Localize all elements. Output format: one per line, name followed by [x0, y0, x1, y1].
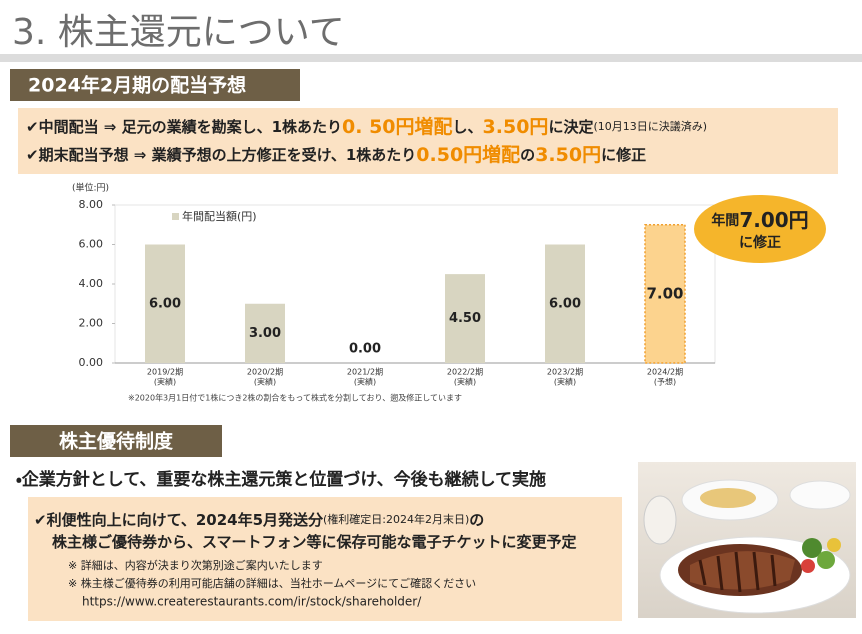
- section-heading: 2024年2月期の配当予想: [28, 74, 246, 97]
- footnote: ※2020年3月1日付で1株につき2株の割合をもって株式を分割しており、遡及修正…: [128, 393, 462, 403]
- x-tick-note: (実績): [454, 377, 476, 387]
- slide-title: 3. 株主還元について: [12, 12, 345, 53]
- bar: [445, 274, 485, 363]
- chart: (単位:円) ※2020年3月1日付で1株につき2株の割合をもって株式を分割して…: [72, 182, 716, 403]
- value-label: 0.00: [349, 342, 381, 357]
- text: ✔中間配当 ⇒ 足元の業績を勘案し、1株あたり: [26, 118, 342, 136]
- text: 7.00円: [739, 208, 808, 232]
- text: し、: [453, 118, 483, 136]
- x-tick-note: (予想): [654, 377, 676, 387]
- benefit-line: ✔利便性向上に向けて、2024年5月発送分(権利確定日:2024年2月末日)の: [34, 511, 484, 529]
- x-tick-note: (実績): [554, 377, 576, 387]
- text: ✔期末配当予想 ⇒ 業績予想の上方修正を受け、1株あたり: [26, 146, 416, 164]
- text: に決定: [548, 118, 593, 136]
- bar: [145, 244, 185, 363]
- url: https://www.createrestaurants.com/ir/sto…: [82, 595, 422, 609]
- section-heading-box: [10, 69, 300, 101]
- text: の: [520, 146, 535, 164]
- note: (権利確定日:2024年2月末日): [323, 512, 469, 526]
- legend-swatch: [172, 213, 179, 220]
- emphasis: 0.50円増配: [416, 143, 520, 166]
- note: (10月13日に決議済み): [593, 119, 707, 133]
- unit-label: (単位:円): [72, 182, 109, 194]
- x-tick-label: 2021/2期: [347, 368, 383, 377]
- dividend-line: ✔中間配当 ⇒ 足元の業績を勘案し、1株あたり0. 50円増配し、3.50円に決…: [26, 115, 707, 138]
- callout-text: に修正: [739, 234, 781, 251]
- text: に修正: [601, 146, 646, 164]
- dividend-line: ✔期末配当予想 ⇒ 業績予想の上方修正を受け、1株あたり0.50円増配の3.50…: [26, 143, 646, 166]
- value-label: 4.50: [449, 311, 481, 326]
- bar: [245, 303, 285, 363]
- x-tick-label: 2020/2期: [247, 368, 283, 377]
- x-tick-label: 2024/2期: [647, 368, 683, 377]
- note: ※ 株主様ご優待券の利用可能店舗の詳細は、当社ホームページにてご確認ください: [68, 576, 476, 590]
- info-box: [18, 108, 838, 174]
- emphasis: 3.50円: [483, 116, 549, 138]
- note: ※ 詳細は、内容が決まり次第別途ご案内いたします: [68, 558, 323, 572]
- bar: [545, 244, 585, 363]
- emphasis: 0. 50円増配: [342, 115, 453, 138]
- text: 年間: [711, 212, 739, 229]
- bar: [644, 224, 686, 364]
- benefit-line: 株主様ご優待券から、スマートフォン等に保存可能な電子チケットに変更予定: [52, 533, 577, 551]
- food-photo: [638, 462, 856, 618]
- bullet: ・企業方針として、重要な株主還元策と位置づけ、今後も継続して実施: [16, 469, 546, 490]
- x-tick-note: (実績): [254, 377, 276, 387]
- y-tick-label: 6.00: [79, 238, 104, 251]
- text: ✔利便性向上に向けて、2024年5月発送分: [34, 511, 324, 529]
- value-label: 6.00: [149, 296, 181, 311]
- x-tick-note: (実績): [354, 377, 376, 387]
- y-tick-label: 4.00: [79, 277, 104, 290]
- legend-label: 年間配当額(円): [182, 209, 257, 223]
- section-heading: 株主優待制度: [59, 430, 174, 453]
- y-tick-label: 0.00: [79, 356, 104, 369]
- text: 株主様ご優待券から、スマートフォン等に保存可能な電子チケットに変更予定: [52, 533, 577, 551]
- x-tick-note: (実績): [154, 377, 176, 387]
- x-tick-label: 2022/2期: [447, 368, 483, 377]
- callout-text: 年間7.00円: [711, 208, 808, 232]
- section-heading-box: [10, 425, 222, 457]
- y-tick-label: 8.00: [79, 198, 104, 211]
- value-label: 7.00: [646, 284, 683, 302]
- x-tick-label: 2023/2期: [547, 368, 583, 377]
- title-rule: [0, 54, 862, 62]
- callout: [694, 195, 826, 263]
- x-tick-label: 2019/2期: [147, 368, 183, 377]
- y-tick-label: 2.00: [79, 317, 104, 330]
- value-label: 3.00: [249, 326, 281, 341]
- value-label: 6.00: [549, 296, 581, 311]
- plot-frame: [114, 204, 716, 364]
- emphasis: 3.50円: [535, 144, 601, 166]
- info-box: [28, 497, 622, 621]
- text: の: [469, 511, 484, 529]
